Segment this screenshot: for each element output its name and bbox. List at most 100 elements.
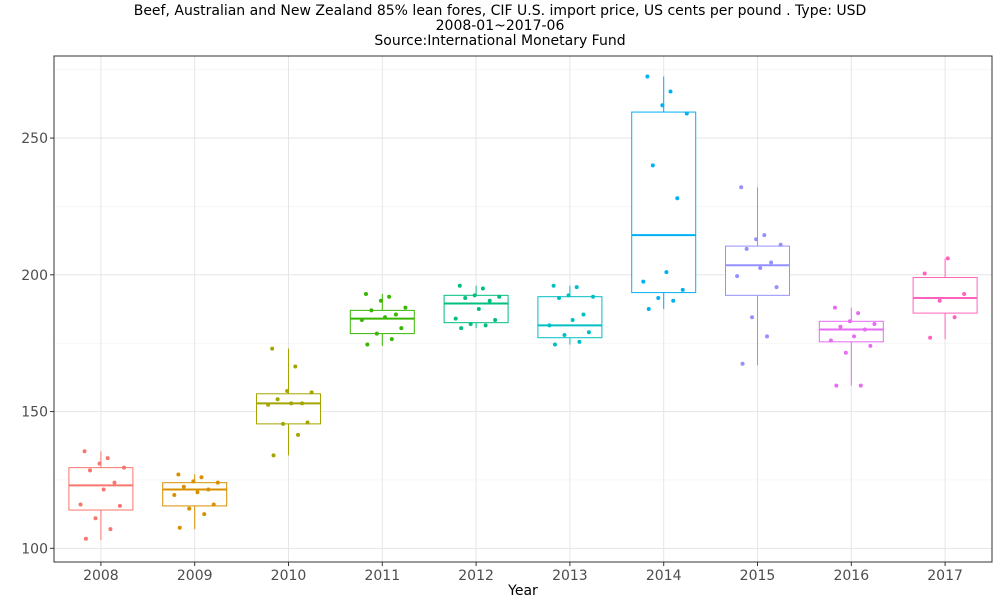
data-point	[289, 401, 294, 406]
data-point	[656, 296, 661, 301]
y-tick-label: 100	[21, 541, 48, 557]
box-2013	[537, 283, 603, 347]
data-point	[852, 334, 857, 339]
data-point	[740, 361, 745, 366]
data-point	[195, 490, 200, 495]
data-point	[176, 472, 181, 477]
data-point	[122, 465, 127, 470]
box-2017	[912, 256, 978, 340]
data-point	[117, 503, 122, 508]
plot-panel-border	[53, 55, 993, 563]
data-point	[387, 294, 392, 299]
data-point	[641, 279, 646, 284]
y-axis: 100 150 200 250	[21, 131, 54, 557]
data-point	[493, 317, 498, 322]
data-point	[750, 315, 755, 320]
data-point	[181, 484, 186, 489]
box-2012	[443, 283, 509, 331]
data-point	[497, 294, 502, 299]
data-point	[363, 291, 368, 296]
data-point	[754, 237, 759, 242]
x-axis: 2008 2009 2010 2011 2012 2013 2014 2015 2016 2017	[83, 562, 963, 584]
data-point	[108, 527, 113, 532]
data-point	[359, 317, 364, 322]
data-point	[83, 536, 88, 541]
data-point	[300, 401, 305, 406]
data-point	[650, 163, 655, 168]
data-point	[739, 185, 744, 190]
data-point	[838, 324, 843, 329]
data-point	[591, 294, 596, 299]
data-point	[93, 516, 98, 521]
data-point	[769, 260, 774, 265]
box-2009	[162, 472, 228, 530]
data-point	[293, 364, 298, 369]
data-point	[206, 487, 211, 492]
data-point	[78, 502, 83, 507]
data-point	[834, 383, 839, 388]
data-point	[952, 315, 957, 320]
data-point	[172, 492, 177, 497]
chart-title-line-2: 2008-01~2017-06	[435, 18, 565, 34]
box-series	[68, 74, 978, 541]
data-point	[88, 468, 93, 473]
data-point	[281, 421, 286, 426]
data-point	[856, 311, 861, 316]
data-point	[551, 283, 556, 288]
data-point	[675, 196, 680, 201]
data-point	[403, 305, 408, 310]
data-point	[660, 103, 665, 108]
data-point	[105, 456, 110, 461]
x-tick-label: 2014	[646, 568, 682, 584]
data-point	[581, 312, 586, 317]
data-point	[187, 506, 192, 511]
data-point	[202, 512, 207, 517]
box-iqr	[912, 277, 978, 314]
x-tick-label: 2013	[552, 568, 588, 584]
x-tick-label: 2011	[364, 568, 400, 584]
data-point	[862, 327, 867, 332]
box-iqr	[631, 111, 697, 294]
x-tick-label: 2009	[177, 568, 213, 584]
data-point	[928, 335, 933, 340]
y-tick-label: 200	[21, 268, 48, 284]
x-tick-label: 2008	[83, 568, 119, 584]
data-point	[309, 390, 314, 395]
data-point	[365, 342, 370, 347]
data-point	[645, 74, 650, 79]
data-point	[562, 332, 567, 337]
box-iqr	[68, 467, 134, 511]
data-point	[266, 402, 271, 407]
data-point	[566, 293, 571, 298]
data-point	[962, 291, 967, 296]
data-point	[774, 285, 779, 290]
x-tick-label: 2017	[927, 568, 963, 584]
data-point	[832, 305, 837, 310]
data-point	[211, 502, 216, 507]
data-point	[393, 312, 398, 317]
data-point	[487, 298, 492, 303]
data-point	[680, 287, 685, 292]
data-point	[369, 308, 374, 313]
data-point	[275, 397, 280, 402]
data-point	[483, 323, 488, 328]
data-point	[735, 274, 740, 279]
data-point	[552, 342, 557, 347]
box-2014	[631, 74, 697, 311]
data-point	[191, 479, 196, 484]
data-point	[296, 432, 301, 437]
data-point	[271, 453, 276, 458]
x-axis-title: Year	[507, 583, 538, 599]
data-point	[453, 316, 458, 321]
y-tick-label: 150	[21, 405, 48, 421]
data-point	[285, 389, 290, 394]
chart-title-line-1: Beef, Australian and New Zealand 85% lea…	[133, 3, 867, 19]
data-point	[101, 487, 106, 492]
x-tick-label: 2010	[271, 568, 307, 584]
data-point	[112, 480, 117, 485]
chart-title-line-3: Source:International Monetary Fund	[374, 33, 626, 49]
box-2011	[349, 291, 415, 347]
data-point	[684, 111, 689, 116]
data-point	[765, 334, 770, 339]
